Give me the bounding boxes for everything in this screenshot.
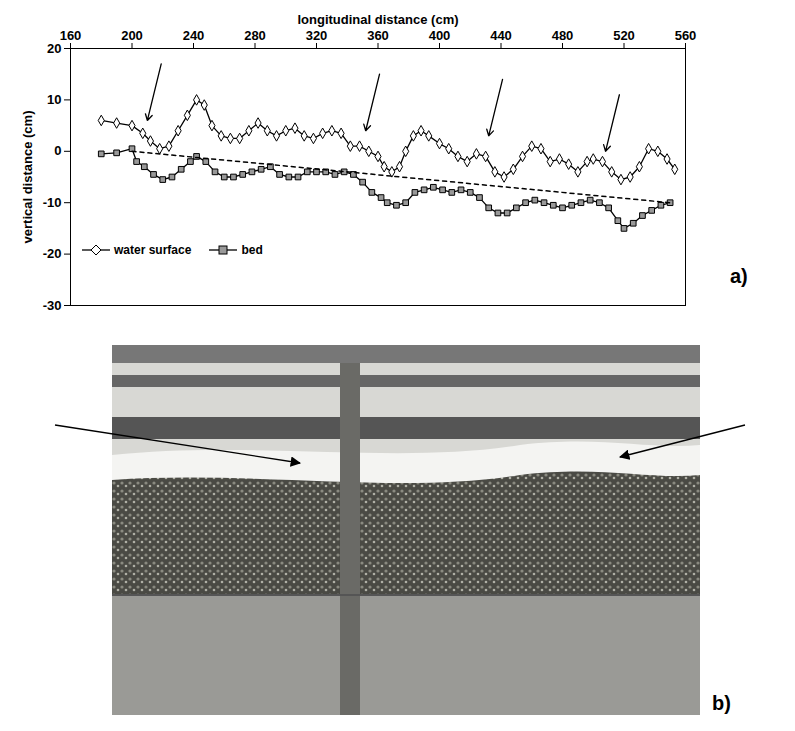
svg-text:200: 200 xyxy=(121,28,143,43)
svg-text:-20: -20 xyxy=(43,246,62,261)
svg-text:160: 160 xyxy=(60,28,82,43)
html-text:water surface: water surface xyxy=(114,243,192,257)
svg-text:-30: -30 xyxy=(43,298,62,313)
svg-text:560: 560 xyxy=(675,28,697,43)
svg-text:320: 320 xyxy=(306,28,328,43)
svg-text:400: 400 xyxy=(429,28,451,43)
svg-text:480: 480 xyxy=(552,28,574,43)
svg-text:0: 0 xyxy=(54,143,61,158)
html-text:bed: bed xyxy=(241,243,263,257)
svg-text:440: 440 xyxy=(490,28,512,43)
svg-text:20: 20 xyxy=(47,41,61,56)
svg-text:240: 240 xyxy=(183,28,205,43)
html-text:a): a) xyxy=(730,265,748,287)
svg-text:280: 280 xyxy=(244,28,266,43)
svg-text:b): b) xyxy=(712,692,731,714)
svg-text:longitudinal distance (cm): longitudinal distance (cm) xyxy=(297,12,458,27)
svg-text:360: 360 xyxy=(367,28,389,43)
svg-text:-10: -10 xyxy=(43,195,62,210)
svg-text:10: 10 xyxy=(47,92,61,107)
svg-text:520: 520 xyxy=(613,28,635,43)
svg-text:vertical distance (cm): vertical distance (cm) xyxy=(20,111,35,244)
